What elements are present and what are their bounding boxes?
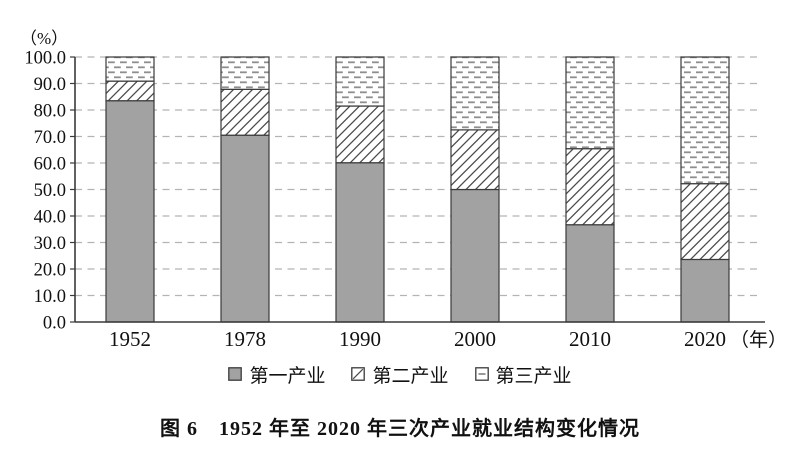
figure-caption: 图 6 1952 年至 2020 年三次产业就业结构变化情况 (160, 418, 640, 440)
bar-1952-tertiary-pattern (106, 57, 154, 82)
x-tick-label: 2000 (454, 327, 496, 351)
y-tick-label: 20.0 (34, 261, 66, 281)
bar-1978-primary-bg (221, 135, 269, 322)
x-tick-label: 1978 (224, 327, 266, 351)
bar-1978-tertiary (220, 56, 270, 90)
bar-1990-tertiary-pattern (336, 57, 384, 107)
bar-1952-secondary-pattern (106, 81, 154, 101)
bar-1990-primary-bg (336, 162, 384, 322)
y-tick-label: 60.0 (34, 155, 66, 175)
x-tick-label: 2020 (684, 327, 726, 351)
x-axis-unit-label: （年） (730, 329, 787, 351)
bar-1990-tertiary (335, 56, 385, 107)
x-tick-label: 2010 (569, 327, 611, 351)
bar-2020-tertiary-pattern (681, 57, 729, 184)
y-tick-label: 10.0 (34, 287, 66, 307)
y-axis-unit-label: （%） (20, 29, 68, 48)
legend-label-tertiary: 第三产业 (495, 365, 572, 387)
bar-2010-secondary-pattern (566, 148, 614, 225)
y-tick-label: 100.0 (24, 49, 66, 69)
legend-item-primary: 第一产业 (228, 361, 325, 388)
y-tick-label: 90.0 (34, 75, 66, 95)
bar-2020-secondary-pattern (681, 183, 729, 260)
bar-1952-primary-bg (106, 100, 154, 322)
y-tick-label: 0.0 (43, 314, 66, 334)
bar-2000-primary-bg (451, 189, 499, 322)
bar-2000-tertiary-pattern (451, 57, 499, 130)
y-tick-label: 40.0 (34, 208, 66, 228)
bar-2020-tertiary (680, 56, 730, 185)
stacked-bar-chart: 1952 1978 1990 2000 2010 2020 （年） 0.0 10.0 20.0 30… (20, 29, 787, 351)
legend-swatch-secondary-icon (351, 367, 366, 381)
bar-2010-tertiary-pattern (566, 57, 614, 149)
x-tick-label: 1990 (339, 327, 381, 351)
y-tick-label: 50.0 (34, 181, 66, 201)
bar-2020-primary-bg (681, 259, 729, 322)
bar-1990-secondary-pattern (336, 106, 384, 163)
bar-2000-secondary-pattern (451, 129, 499, 190)
legend-label-primary: 第一产业 (249, 365, 326, 387)
legend-swatch-primary-icon (228, 367, 243, 381)
chart-canvas: 1952 1978 1990 2000 2010 2020 （年） 0.0 10.0 20.0 30… (20, 29, 787, 351)
y-tick-label: 70.0 (34, 128, 66, 148)
bar-2000-tertiary (450, 56, 500, 131)
bar-2010-primary-bg (566, 224, 614, 322)
x-tick-label: 1952 (109, 327, 151, 351)
bar-1978-tertiary-pattern (221, 57, 269, 90)
y-tick-label: 30.0 (34, 234, 66, 254)
legend-item-secondary: 第二产业 (351, 361, 449, 388)
bar-1952-tertiary (105, 56, 155, 82)
legend-swatch-tertiary-icon (474, 367, 489, 381)
legend-item-tertiary: 第三产业 (474, 361, 572, 388)
legend-label-secondary: 第二产业 (372, 365, 449, 387)
chart-legend: 第一产业 第二产业 第三产业 (0, 360, 800, 388)
bar-1978-secondary-pattern (221, 89, 269, 136)
y-tick-label: 80.0 (34, 102, 66, 122)
bar-2010-tertiary (565, 56, 615, 150)
